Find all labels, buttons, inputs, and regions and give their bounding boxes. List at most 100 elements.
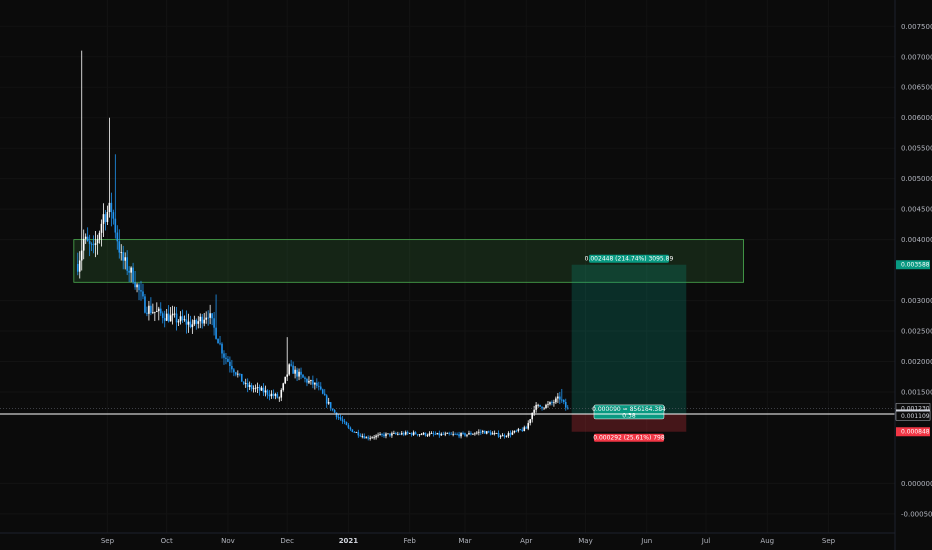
candle-body — [148, 305, 150, 314]
candle-body — [393, 433, 395, 434]
candle-body — [466, 434, 468, 436]
candle-body — [515, 430, 518, 432]
candle-body — [397, 433, 399, 435]
candle-body — [294, 369, 296, 374]
candle-body — [387, 433, 389, 435]
candle-body — [96, 239, 99, 244]
candle-body — [264, 390, 267, 393]
long-position-tool[interactable]: 0.002448 (214.74%) 3095.89 0.000090 = 856… — [571, 254, 687, 442]
candle-body — [371, 437, 373, 439]
candle-body — [118, 241, 121, 253]
candle-body — [547, 404, 549, 406]
candle-body — [229, 361, 231, 367]
candle-body — [440, 433, 443, 436]
y-tick-label: 0.003000 — [901, 297, 932, 305]
candle-body — [114, 218, 117, 233]
y-tick-label: -0.000500 — [901, 510, 932, 518]
candle-body — [464, 433, 466, 436]
candle-body — [345, 422, 348, 426]
candle-body — [537, 404, 539, 406]
candle-body — [543, 407, 545, 409]
candle-body — [533, 409, 535, 413]
candle-body — [476, 432, 478, 434]
candle-body — [389, 433, 391, 436]
candle-body — [325, 395, 328, 404]
candle-body — [124, 257, 126, 261]
candle-body — [78, 260, 81, 272]
candle-body — [246, 383, 249, 387]
axis-price-badge — [896, 260, 930, 270]
candle-body — [258, 387, 261, 391]
candle-body — [209, 313, 211, 318]
candle-body — [233, 369, 235, 373]
stop-label-box — [593, 433, 664, 442]
candle-body — [179, 316, 182, 322]
candle-body — [268, 394, 271, 397]
candle-body — [414, 432, 417, 435]
candle-body — [555, 398, 557, 403]
candlestick-series — [76, 50, 569, 441]
candle-body — [381, 434, 383, 435]
candle-body — [193, 320, 196, 325]
candle-body — [509, 433, 512, 435]
candle-body — [495, 433, 498, 434]
candle-body — [159, 308, 162, 314]
x-tick-label: Nov — [221, 537, 235, 545]
candle-body — [152, 312, 154, 314]
candle-body — [88, 241, 91, 244]
axis-price-badge-value: 0.003588 — [901, 262, 930, 269]
candle-body — [452, 433, 454, 435]
candle-body — [367, 437, 369, 439]
candle-body — [363, 436, 366, 439]
candle-body — [140, 290, 142, 292]
candle-body — [274, 394, 277, 396]
y-tick-label: 0.007500 — [901, 23, 932, 31]
candle-body — [227, 358, 229, 362]
candle-body — [497, 433, 500, 437]
price-axis[interactable]: 0.007500 0.007000 0.006500 0.006000 0.005500… — [901, 23, 932, 519]
candle-body — [215, 327, 217, 339]
candle-body — [248, 385, 251, 387]
candle-body — [92, 244, 95, 246]
y-tick-label: 0.005500 — [901, 145, 932, 153]
candle-body — [235, 372, 237, 375]
current-price-value: 0.001230 — [901, 405, 930, 412]
time-axis[interactable]: Sep Oct Nov Dec 2021 Feb Mar Apr May Jun Jul Aug Sep — [101, 537, 836, 545]
candle-body — [86, 236, 89, 242]
candle-body — [375, 435, 377, 438]
candle-body — [254, 387, 257, 389]
candle-body — [487, 431, 490, 433]
candle-body — [337, 417, 340, 418]
candle-body — [270, 393, 273, 397]
candle-body — [217, 338, 219, 344]
candle-body — [288, 364, 290, 375]
candle-body — [298, 371, 300, 377]
candle-body — [199, 316, 202, 322]
profit-zone[interactable] — [571, 264, 687, 414]
candle-body — [163, 318, 166, 321]
candle-body — [150, 305, 152, 313]
candle-body — [391, 433, 393, 436]
candle-body — [549, 402, 551, 405]
candle-body — [142, 291, 144, 297]
candle-body — [237, 373, 239, 375]
candle-body — [436, 432, 439, 435]
candle-body — [432, 433, 435, 435]
candle-body — [377, 434, 379, 436]
candle-body — [189, 321, 192, 328]
candle-body — [100, 223, 103, 233]
candle-body — [195, 320, 198, 324]
candle-body — [408, 433, 411, 434]
candle-body — [292, 365, 294, 374]
y-tick-label: 0.002000 — [901, 358, 932, 366]
y-tick-label: 0.000000 — [901, 480, 932, 488]
entry-label-box — [593, 404, 665, 420]
candle-body — [122, 252, 125, 261]
candle-body — [562, 399, 565, 403]
candle-body — [517, 429, 520, 431]
candle-body — [177, 321, 180, 323]
candle-body — [284, 376, 287, 384]
candle-body — [529, 419, 531, 424]
candle-body — [80, 250, 83, 261]
